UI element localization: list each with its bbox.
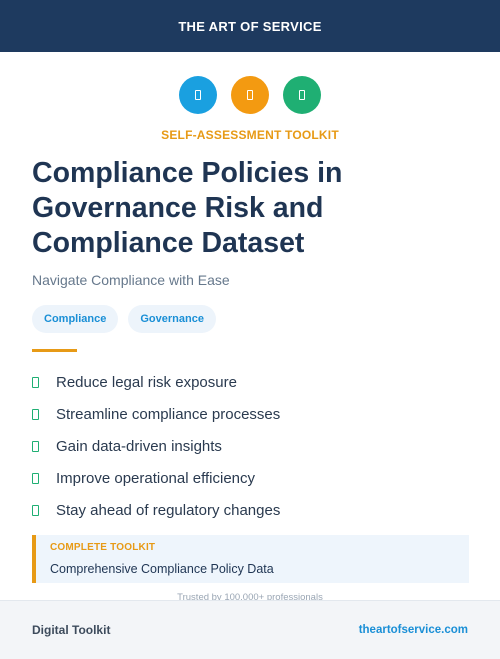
benefit-text: Improve operational efficiency — [56, 469, 255, 487]
benefit-text: Streamline compliance processes — [56, 405, 281, 423]
toolkit-callout: COMPLETE TOOLKIT Comprehensive Complianc… — [32, 535, 469, 583]
subtitle: Navigate Compliance with Ease — [32, 272, 230, 288]
list-item: Improve operational efficiency — [32, 462, 280, 494]
tag-list: Compliance Governance — [32, 305, 216, 333]
toolkit-kicker: SELF-ASSESSMENT TOOLKIT — [161, 128, 339, 142]
document-icon — [299, 90, 305, 100]
check-icon — [32, 408, 39, 420]
page-title: Compliance Policies in Governance Risk a… — [32, 157, 343, 259]
trusted-note: Trusted by 100,000+ professionals — [177, 592, 323, 603]
footer: Digital Toolkit theartofservice.com — [0, 600, 500, 659]
list-item: Stay ahead of regulatory changes — [32, 494, 280, 526]
tag-governance[interactable]: Governance — [128, 305, 216, 333]
document-icon — [247, 90, 253, 100]
list-item: Reduce legal risk exposure — [32, 366, 280, 398]
callout-kicker: COMPLETE TOOLKIT — [50, 542, 156, 553]
callout-text: Comprehensive Compliance Policy Data — [50, 562, 274, 576]
document-icon — [195, 90, 201, 100]
document-icon-blue — [179, 76, 217, 114]
check-icon — [32, 504, 39, 516]
list-item: Gain data-driven insights — [32, 430, 280, 462]
footer-label: Digital Toolkit — [32, 623, 111, 637]
accent-divider — [32, 349, 77, 352]
benefit-list: Reduce legal risk exposure Streamline co… — [32, 366, 280, 526]
icon-row — [0, 76, 500, 114]
website-link[interactable]: theartofservice.com — [358, 624, 468, 636]
benefit-text: Gain data-driven insights — [56, 437, 222, 455]
top-banner: THE ART OF SERVICE — [0, 0, 500, 52]
check-icon — [32, 472, 39, 484]
document-icon-orange — [231, 76, 269, 114]
check-icon — [32, 376, 39, 388]
list-item: Streamline compliance processes — [32, 398, 280, 430]
tag-compliance[interactable]: Compliance — [32, 305, 119, 333]
document-icon-green — [283, 76, 321, 114]
benefit-text: Reduce legal risk exposure — [56, 373, 237, 391]
benefit-text: Stay ahead of regulatory changes — [56, 501, 281, 519]
check-icon — [32, 440, 39, 452]
brand-name: THE ART OF SERVICE — [178, 18, 322, 34]
